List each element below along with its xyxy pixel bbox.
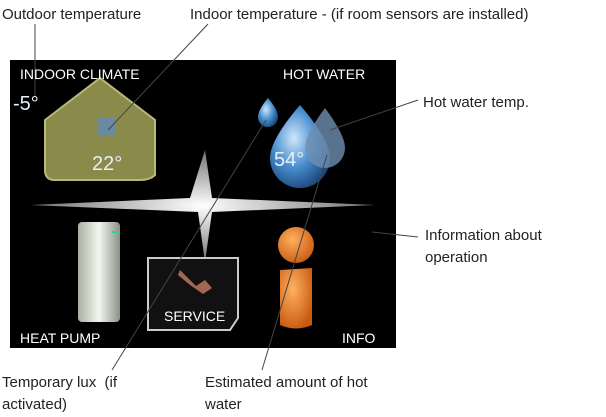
annotation: Information about operation <box>425 225 585 269</box>
screen-label[interactable]: SERVICE <box>164 308 225 324</box>
illustration <box>0 0 606 417</box>
annotation: Indoor temperature - (if room sensors ar… <box>190 4 528 26</box>
annotated-screen: Outdoor temperature Indoor temperature -… <box>0 0 606 417</box>
screen-label: INDOOR CLIMATE <box>20 66 140 82</box>
info-stem <box>280 268 312 329</box>
annotation: Hot water temp. <box>423 92 529 114</box>
screen-label: INFO <box>342 330 375 346</box>
house-window <box>98 118 116 136</box>
outdoor-value: -5° <box>13 96 39 112</box>
heat-pump-icon <box>78 222 120 322</box>
annotation: Outdoor temperature <box>2 4 141 26</box>
screen-label: HOT WATER <box>283 66 365 82</box>
hot-water-value: 54° <box>274 152 304 168</box>
annotation: Temporary lux (if activated) <box>2 372 167 416</box>
annotation: Estimated amount of hot water <box>205 372 370 416</box>
screen-label: HEAT PUMP <box>20 330 100 346</box>
indoor-value: 22° <box>92 156 122 172</box>
